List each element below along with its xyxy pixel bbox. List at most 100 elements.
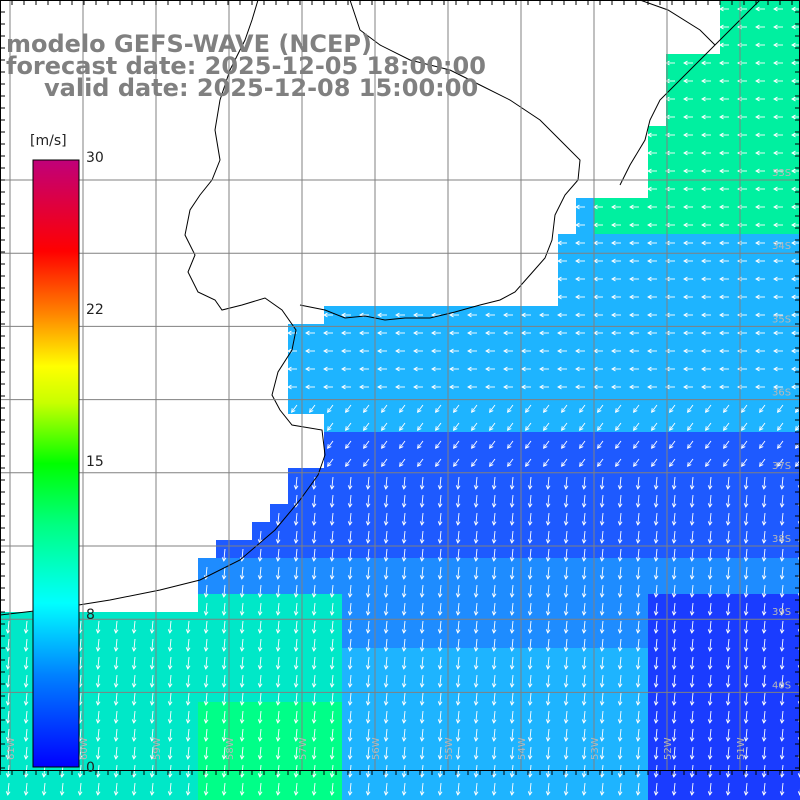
wind-arrow <box>795 405 800 413</box>
wind-arrow <box>241 620 244 634</box>
wind-arrow-head <box>473 773 479 778</box>
wind-arrow <box>511 674 514 688</box>
wind-arrow-head <box>665 366 670 372</box>
wind-arrow <box>151 692 154 706</box>
wind-arrow <box>727 548 730 562</box>
wind-arrow-head <box>647 258 652 264</box>
wind-arrow-head <box>329 773 335 778</box>
wind-arrow-head <box>759 426 764 431</box>
wind-arrow <box>525 440 532 449</box>
wind-arrow <box>727 674 730 688</box>
wind-arrow-head <box>365 503 371 508</box>
wind-arrow <box>259 548 262 562</box>
wind-arrow <box>345 404 352 413</box>
wind-arrow <box>529 692 532 706</box>
wind-arrow-head <box>665 186 670 192</box>
wind-arrow-head <box>791 150 796 156</box>
wind-arrow-head <box>311 575 317 580</box>
wind-arrow <box>295 638 298 652</box>
wind-arrow <box>367 746 370 760</box>
wind-arrow <box>525 458 532 467</box>
wind-arrow-head <box>773 60 778 66</box>
wind-arrow-head <box>671 521 677 526</box>
wind-arrow <box>169 620 172 634</box>
wind-arrow <box>493 602 496 616</box>
wind-arrow-head <box>377 366 382 372</box>
wind-arrow-head <box>617 755 623 760</box>
wind-arrow-head <box>401 665 407 670</box>
wind-arrow <box>709 692 712 706</box>
wind-arrow-head <box>329 557 335 562</box>
wind-arrow-head <box>719 78 724 84</box>
wind-arrow-head <box>473 485 479 490</box>
wind-arrow <box>457 782 460 796</box>
wind-arrow-head <box>293 521 299 526</box>
wind-arrow-head <box>779 485 785 490</box>
wind-arrow <box>745 746 748 760</box>
wind-arrow <box>561 440 568 449</box>
wind-arrow <box>601 746 604 760</box>
wind-arrow-head <box>611 258 616 264</box>
wind-arrow <box>151 620 154 634</box>
wind-arrow <box>309 404 316 413</box>
wind-arrow-head <box>617 611 623 616</box>
wind-arrow <box>385 656 388 670</box>
wind-arrow-head <box>347 629 353 634</box>
wind-arrow <box>507 404 514 413</box>
wind-arrow-head <box>527 773 533 778</box>
wind-arrow-head <box>671 755 677 760</box>
wind-arrow <box>655 692 658 706</box>
wind-arrow <box>79 620 82 634</box>
wind-arrow-head <box>455 593 461 598</box>
wind-arrow-head <box>257 683 263 688</box>
wind-speed-cell <box>720 792 738 800</box>
wind-arrow <box>223 692 226 706</box>
wind-arrow-head <box>791 24 796 30</box>
wind-arrow-head <box>453 408 458 413</box>
wind-arrow-head <box>683 60 688 66</box>
wind-arrow <box>547 512 550 526</box>
wind-arrow-head <box>509 485 515 490</box>
wind-arrow-head <box>77 791 83 796</box>
wind-arrow-head <box>791 78 796 84</box>
wind-arrow-head <box>647 186 652 192</box>
wind-arrow <box>583 476 586 490</box>
wind-arrow-head <box>131 665 137 670</box>
wind-arrow-head <box>791 312 796 318</box>
wind-arrow-head <box>683 258 688 264</box>
wind-arrow-head <box>743 557 749 562</box>
wind-arrow-head <box>761 665 767 670</box>
wind-arrow-head <box>741 408 746 413</box>
wind-speed-cell <box>792 774 800 792</box>
wind-arrow-head <box>705 462 710 467</box>
wind-arrow <box>223 584 226 598</box>
wind-arrow-head <box>311 773 317 778</box>
wind-arrow <box>673 710 676 724</box>
wind-arrow <box>637 602 640 616</box>
wind-arrow-head <box>287 330 292 336</box>
wind-arrow-head <box>527 737 533 742</box>
wind-arrow-head <box>239 755 245 760</box>
wind-arrow-head <box>705 444 710 449</box>
wind-arrow-head <box>653 755 659 760</box>
wind-arrow-head <box>561 462 566 467</box>
wind-arrow-head <box>525 462 530 467</box>
wind-arrow-head <box>597 408 602 413</box>
wind-arrow-head <box>707 647 713 652</box>
wind-arrow-head <box>575 240 580 246</box>
wind-arrow-head <box>635 557 641 562</box>
wind-arrow-head <box>617 629 623 634</box>
wind-arrow-head <box>629 366 634 372</box>
wind-arrow-head <box>557 258 562 264</box>
wind-arrow-head <box>755 222 760 228</box>
wind-arrow-head <box>149 683 155 688</box>
wind-arrow-head <box>563 683 569 688</box>
wind-arrow <box>651 404 658 413</box>
wind-speed-cell <box>792 486 800 504</box>
wind-arrow-head <box>759 444 764 449</box>
wind-arrow <box>367 566 370 580</box>
wind-arrow <box>453 404 460 413</box>
wind-arrow-head <box>527 503 533 508</box>
lon-label: 52W <box>663 737 674 760</box>
wind-arrow-head <box>689 647 695 652</box>
